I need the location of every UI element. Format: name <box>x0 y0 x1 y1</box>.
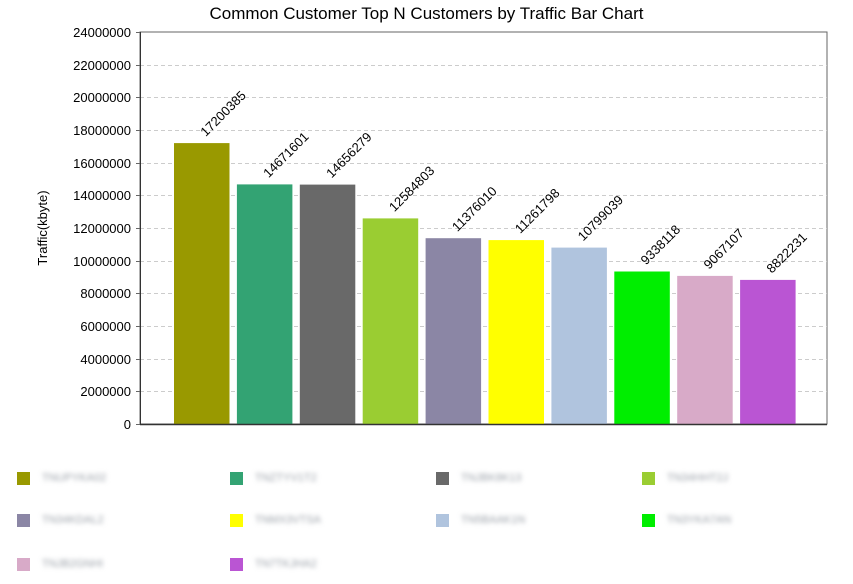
legend-swatch <box>642 471 655 485</box>
legend-item: TN3YKA7AN <box>642 512 731 528</box>
y-tick-label: 12000000 <box>73 221 131 236</box>
legend-swatch <box>17 513 30 527</box>
y-tick-label: 4000000 <box>80 352 131 367</box>
legend-item: TN7TKJHA2 <box>230 556 317 572</box>
legend-swatch <box>17 471 30 485</box>
y-tick-label: 14000000 <box>73 188 131 203</box>
y-tick-label: 22000000 <box>73 58 131 73</box>
legend-item: TN34HHT2J <box>642 470 728 486</box>
legend-swatch <box>436 513 449 527</box>
bar <box>362 218 419 424</box>
legend-label: TN34KDAL2 <box>42 514 104 526</box>
legend-label: TNMX3VTSA <box>255 514 322 526</box>
legend-label: TNJBK8K13 <box>461 472 522 484</box>
legend-swatch <box>17 557 30 571</box>
legend-label: TN3YKA7AN <box>667 514 732 526</box>
legend-label: TNUPYKA02 <box>42 472 107 484</box>
legend-label: TN7TKJHA2 <box>255 558 317 570</box>
y-tick-label: 0 <box>124 417 131 432</box>
legend-item: TNMX3VTSA <box>230 512 321 528</box>
legend-item: TNJBK8K13 <box>436 470 522 486</box>
legend-swatch <box>642 513 655 527</box>
y-tick-label: 10000000 <box>73 254 131 269</box>
bar <box>614 271 670 424</box>
legend-swatch <box>436 471 449 485</box>
y-tick-label: 16000000 <box>73 156 131 171</box>
legend-label: TNZTYV1T2 <box>255 472 317 484</box>
bar <box>236 184 293 424</box>
bar <box>551 247 607 424</box>
legend-swatch <box>230 471 243 485</box>
bars <box>174 143 796 424</box>
legend-swatch <box>230 557 243 571</box>
bar <box>299 184 356 424</box>
legend-item: TNUPYKA02 <box>17 470 106 486</box>
legend-swatch <box>230 513 243 527</box>
legend-item: TN34KDAL2 <box>17 512 104 528</box>
legend-label: TNJB2GNHI <box>42 558 104 570</box>
bar <box>174 143 230 424</box>
y-axis-label: Traffic(kbyte) <box>35 190 50 265</box>
y-tick-label: 18000000 <box>73 123 131 138</box>
legend-label: TN34HHT2J <box>667 472 729 484</box>
y-tick-label: 8000000 <box>80 286 131 301</box>
bar <box>488 240 544 424</box>
y-tick-label: 2000000 <box>80 384 131 399</box>
legend: TNUPYKA02 TNZTYV1T2 TNJBK8K13 TN34HHT2J TN34… <box>0 462 853 584</box>
axes: 0 2000000 4000000 6000000 8000000 10000000 120… <box>73 25 827 432</box>
legend-item: TN5BAAK1N <box>436 512 525 528</box>
y-tick-label: 24000000 <box>73 25 131 40</box>
bar <box>425 238 482 424</box>
y-tick-label: 20000000 <box>73 90 131 105</box>
legend-item: TNJB2GNHI <box>17 556 103 572</box>
y-tick-label: 6000000 <box>80 319 131 334</box>
bar <box>677 275 733 424</box>
bar <box>740 279 796 424</box>
legend-item: TNZTYV1T2 <box>230 470 317 486</box>
chart-title: Common Customer Top N Customers by Traff… <box>209 4 644 23</box>
legend-label: TN5BAAK1N <box>461 514 526 526</box>
